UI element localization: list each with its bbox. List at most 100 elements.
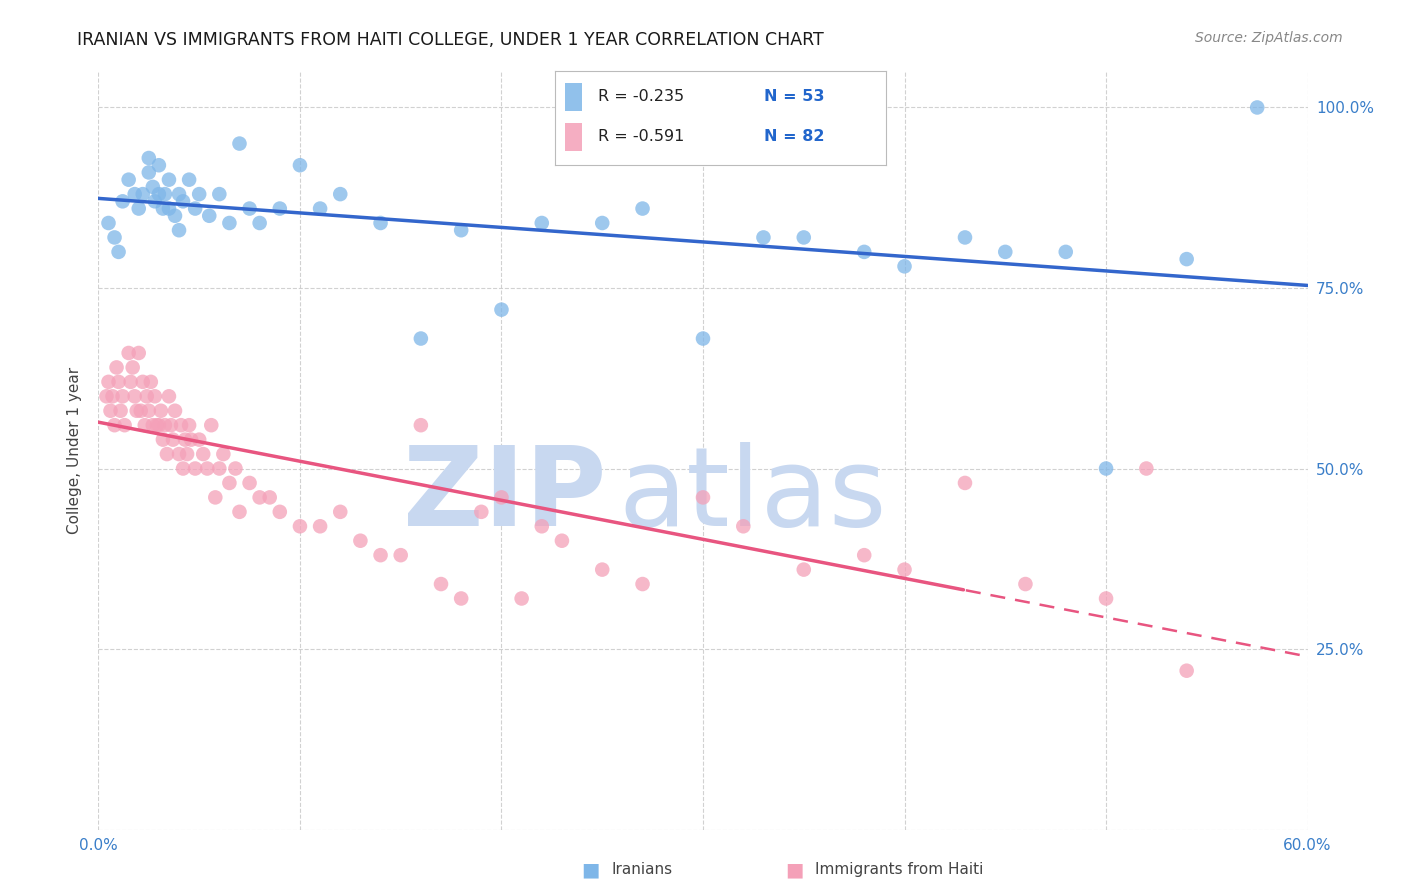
Point [752, 230, 775, 244]
Point [259, 491, 281, 505]
Point [994, 244, 1017, 259]
Point [249, 491, 271, 505]
Point [893, 260, 915, 274]
Point [97, 216, 120, 230]
Point [179, 418, 201, 433]
Point [100, 403, 122, 417]
Point [149, 403, 172, 417]
Text: R = -0.591: R = -0.591 [599, 129, 685, 145]
Point [591, 563, 613, 577]
Text: Immigrants from Haiti: Immigrants from Haiti [815, 863, 984, 877]
Point [170, 418, 193, 433]
Point [198, 209, 221, 223]
Y-axis label: College, Under 1 year: College, Under 1 year [66, 367, 82, 534]
Point [143, 389, 166, 403]
Point [309, 202, 332, 216]
Point [121, 360, 143, 375]
Point [853, 244, 876, 259]
Point [329, 505, 352, 519]
Point [139, 375, 162, 389]
Point [269, 505, 291, 519]
Point [329, 187, 352, 202]
Point [218, 216, 240, 230]
Point [450, 591, 472, 606]
Point [167, 223, 190, 237]
Point [370, 216, 392, 230]
Point [692, 332, 714, 346]
Point [195, 461, 218, 475]
Point [491, 491, 513, 505]
Bar [565, 83, 582, 111]
Point [249, 216, 271, 230]
Point [530, 519, 553, 533]
Point [152, 202, 174, 216]
Point [172, 461, 194, 475]
Point [125, 403, 148, 417]
Point [163, 209, 186, 223]
Point [138, 151, 160, 165]
Point [218, 475, 240, 490]
Point [1175, 252, 1198, 266]
Point [176, 447, 198, 461]
Point [114, 418, 136, 433]
Point [1246, 100, 1268, 114]
Point [156, 447, 179, 461]
Point [370, 548, 392, 562]
Point [96, 389, 118, 403]
Point [180, 433, 202, 447]
Point [146, 418, 169, 433]
Point [101, 389, 124, 403]
Point [138, 165, 160, 179]
Point [188, 433, 211, 447]
Point [551, 533, 574, 548]
Point [132, 375, 155, 389]
Bar [565, 123, 582, 151]
Point [1054, 244, 1077, 259]
Text: ■: ■ [785, 860, 804, 880]
Point [163, 403, 186, 417]
Point [631, 577, 654, 591]
Point [269, 202, 291, 216]
Point [491, 302, 513, 317]
Point [204, 491, 226, 505]
Point [193, 447, 215, 461]
Point [120, 375, 142, 389]
Point [530, 216, 553, 230]
Text: N = 53: N = 53 [763, 89, 824, 104]
Point [953, 475, 976, 490]
Point [172, 194, 194, 209]
Text: ■: ■ [581, 860, 600, 880]
Point [409, 332, 432, 346]
Point [142, 180, 165, 194]
Point [1095, 591, 1118, 606]
Point [143, 194, 166, 209]
Point [1175, 664, 1198, 678]
Point [179, 172, 201, 186]
Point [135, 389, 157, 403]
Text: Source: ZipAtlas.com: Source: ZipAtlas.com [1195, 31, 1343, 45]
Point [138, 403, 160, 417]
Point [470, 505, 492, 519]
Point [184, 461, 207, 475]
Point [111, 389, 134, 403]
Point [128, 346, 150, 360]
Point [733, 519, 755, 533]
Point [288, 519, 311, 533]
Point [103, 230, 125, 244]
Point [129, 403, 152, 417]
Point [1095, 461, 1118, 475]
Point [239, 202, 262, 216]
Point [349, 533, 371, 548]
Point [631, 202, 654, 216]
Point [389, 548, 412, 562]
Point [174, 433, 197, 447]
Point [153, 418, 176, 433]
Point [208, 461, 231, 475]
Point [309, 519, 332, 533]
Point [510, 591, 533, 606]
Point [228, 505, 250, 519]
Point [188, 187, 211, 202]
Point [239, 475, 262, 490]
Point [1014, 577, 1036, 591]
Point [793, 230, 815, 244]
